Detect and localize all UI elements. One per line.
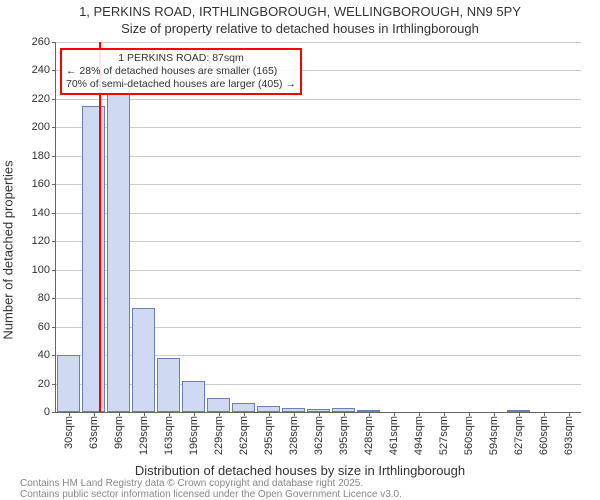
property-marker-line xyxy=(99,42,101,412)
ytick-mark xyxy=(52,99,56,100)
chart-title-line1: 1, PERKINS ROAD, IRTHLINGBOROUGH, WELLIN… xyxy=(0,4,600,19)
xtick-label: 461sqm xyxy=(388,416,400,455)
annotation-title: 1 PERKINS ROAD: 87sqm xyxy=(66,52,296,65)
ytick-mark xyxy=(52,355,56,356)
ytick-mark xyxy=(52,298,56,299)
gridline xyxy=(56,270,581,271)
histogram-bar xyxy=(507,410,530,412)
ytick-label: 180 xyxy=(32,150,50,162)
histogram-bar xyxy=(132,308,155,412)
gridline xyxy=(56,241,581,242)
xtick-label: 594sqm xyxy=(488,416,500,455)
histogram-bar xyxy=(357,410,380,412)
ytick-mark xyxy=(52,384,56,385)
histogram-bar xyxy=(232,403,255,412)
annotation-box: 1 PERKINS ROAD: 87sqm← 28% of detached h… xyxy=(60,48,302,95)
xtick-label: 362sqm xyxy=(313,416,325,455)
ytick-mark xyxy=(52,241,56,242)
histogram-bar xyxy=(107,88,130,412)
gridline xyxy=(56,184,581,185)
xtick-label: 627sqm xyxy=(513,416,525,455)
ytick-label: 140 xyxy=(32,207,50,219)
histogram-bar xyxy=(57,355,80,412)
gridline xyxy=(56,42,581,43)
x-axis-label: Distribution of detached houses by size … xyxy=(0,463,600,478)
gridline xyxy=(56,298,581,299)
ytick-mark xyxy=(52,270,56,271)
ytick-label: 40 xyxy=(38,349,50,361)
gridline xyxy=(56,99,581,100)
annotation-smaller: ← 28% of detached houses are smaller (16… xyxy=(66,65,296,78)
histogram-bar xyxy=(157,358,180,412)
xtick-label: 395sqm xyxy=(338,416,350,455)
xtick-label: 163sqm xyxy=(163,416,175,455)
ytick-mark xyxy=(52,412,56,413)
ytick-label: 80 xyxy=(38,292,50,304)
xtick-label: 328sqm xyxy=(288,416,300,455)
xtick-label: 660sqm xyxy=(538,416,550,455)
ytick-label: 260 xyxy=(32,36,50,48)
ytick-label: 120 xyxy=(32,235,50,247)
xtick-label: 63sqm xyxy=(88,416,100,449)
xtick-label: 693sqm xyxy=(563,416,575,455)
chart-subtitle: Size of property relative to detached ho… xyxy=(0,21,600,36)
xtick-label: 560sqm xyxy=(463,416,475,455)
ytick-label: 100 xyxy=(32,264,50,276)
xtick-label: 262sqm xyxy=(238,416,250,455)
gridline xyxy=(56,213,581,214)
ytick-mark xyxy=(52,327,56,328)
xtick-label: 494sqm xyxy=(413,416,425,455)
ytick-label: 20 xyxy=(38,378,50,390)
xtick-label: 428sqm xyxy=(363,416,375,455)
ytick-mark xyxy=(52,213,56,214)
xtick-label: 295sqm xyxy=(263,416,275,455)
ytick-mark xyxy=(52,42,56,43)
gridline xyxy=(56,156,581,157)
ytick-label: 200 xyxy=(32,121,50,133)
xtick-label: 30sqm xyxy=(63,416,75,449)
ytick-label: 220 xyxy=(32,93,50,105)
ytick-label: 240 xyxy=(32,64,50,76)
ytick-label: 0 xyxy=(44,406,50,418)
ytick-mark xyxy=(52,184,56,185)
histogram-bar xyxy=(182,381,205,412)
plot-area: 02040608010012014016018020022024026030sq… xyxy=(55,42,581,413)
ytick-mark xyxy=(52,70,56,71)
ytick-mark xyxy=(52,127,56,128)
xtick-label: 196sqm xyxy=(188,416,200,455)
histogram-bar xyxy=(82,106,105,412)
histogram-bar xyxy=(332,408,355,412)
ytick-label: 160 xyxy=(32,178,50,190)
histogram-bar xyxy=(257,406,280,412)
ytick-label: 60 xyxy=(38,321,50,333)
footer-line-1: Contains HM Land Registry data © Crown c… xyxy=(20,478,363,489)
xtick-label: 96sqm xyxy=(113,416,125,449)
histogram-bar xyxy=(207,398,230,412)
histogram-bar xyxy=(282,408,305,412)
footer-line-2: Contains public sector information licen… xyxy=(20,489,402,500)
y-axis-label: Number of detached properties xyxy=(1,160,16,339)
annotation-larger: 70% of semi-detached houses are larger (… xyxy=(66,78,296,91)
xtick-label: 129sqm xyxy=(138,416,150,455)
xtick-label: 229sqm xyxy=(213,416,225,455)
ytick-mark xyxy=(52,156,56,157)
chart-root: 1, PERKINS ROAD, IRTHLINGBOROUGH, WELLIN… xyxy=(0,0,600,500)
histogram-bar xyxy=(307,409,330,412)
gridline xyxy=(56,127,581,128)
xtick-label: 527sqm xyxy=(438,416,450,455)
